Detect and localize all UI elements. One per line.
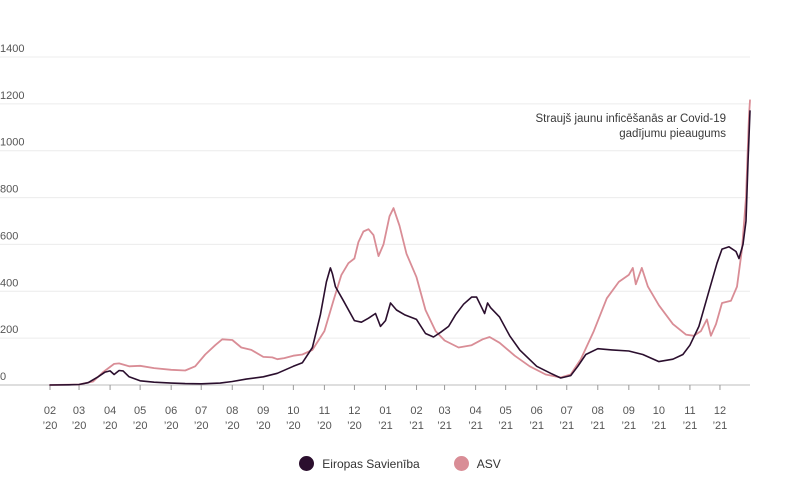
y-tick-label: 0: [0, 371, 6, 383]
x-tick-month: 10: [653, 405, 665, 417]
x-tick-year: ’20: [43, 420, 58, 432]
x-tick-year: ’21: [713, 420, 728, 432]
x-tick-year: ’20: [225, 420, 240, 432]
x-tick-month: 10: [287, 405, 299, 417]
x-tick-month: 12: [348, 405, 360, 417]
x-tick-year: ’21: [498, 420, 513, 432]
x-tick-year: ’21: [652, 420, 667, 432]
x-tick-month: 05: [500, 405, 512, 417]
x-tick-year: ’21: [529, 420, 544, 432]
legend-item-eu[interactable]: Eiropas Savienība: [299, 456, 420, 471]
x-tick-month: 07: [561, 405, 573, 417]
x-tick-year: ’21: [683, 420, 698, 432]
y-tick-label: 800: [0, 184, 18, 196]
x-tick-year: ’20: [194, 420, 209, 432]
y-tick-label: 400: [0, 277, 18, 289]
x-tick-year: ’21: [559, 420, 574, 432]
x-tick-year: ’20: [133, 420, 148, 432]
x-tick-year: ’21: [378, 420, 393, 432]
x-tick-year: ’20: [256, 420, 271, 432]
x-tick-month: 11: [684, 405, 695, 417]
x-tick-month: 01: [379, 405, 391, 417]
legend-swatch-eu: [299, 456, 315, 471]
x-tick-month: 09: [257, 405, 269, 417]
y-tick-label: 600: [0, 230, 18, 242]
x-axis: 02 ’20 03 ’20 04 ’20 05 ’20 06 ’20 07 ’20 08 ’20 09 ’20…: [43, 385, 728, 432]
x-tick-year: ’20: [72, 420, 87, 432]
annotation-line-2: gadījumu pieaugums: [619, 128, 726, 140]
x-tick-month: 06: [531, 405, 543, 417]
x-tick-month: 07: [195, 405, 207, 417]
legend-label-eu: Eiropas Savienība: [322, 456, 420, 471]
legend-swatch-usa: [453, 456, 469, 471]
x-tick-month: 03: [73, 405, 85, 417]
x-tick-year: ’20: [347, 420, 362, 432]
y-axis-ticks: 0 200 400 600 800 1000 1200 1400: [0, 43, 24, 383]
x-tick-year: ’20: [286, 420, 301, 432]
x-tick-month: 12: [714, 405, 726, 417]
x-tick-year: ’20: [164, 420, 179, 432]
x-tick-year: ’21: [409, 420, 424, 432]
x-tick-month: 04: [469, 405, 481, 417]
x-tick-year: ’21: [437, 420, 452, 432]
y-tick-label: 1400: [0, 43, 24, 55]
x-tick-year: ’20: [317, 420, 332, 432]
x-tick-month: 02: [410, 405, 422, 417]
y-tick-label: 1000: [0, 137, 24, 149]
legend-label-usa: ASV: [476, 456, 501, 471]
x-tick-month: 03: [438, 405, 450, 417]
x-tick-month: 09: [623, 405, 635, 417]
series-line-usa: [49, 99, 751, 386]
series-lines: [49, 99, 751, 386]
series-line-eu: [49, 110, 751, 386]
x-tick-year: ’20: [103, 420, 118, 432]
x-tick-month: 08: [592, 405, 604, 417]
x-tick-month: 08: [226, 405, 238, 417]
x-tick-month: 06: [165, 405, 177, 417]
x-tick-year: ’21: [590, 420, 605, 432]
legend-item-usa[interactable]: ASV: [453, 456, 501, 471]
y-tick-label: 200: [0, 324, 18, 336]
y-tick-label: 1200: [0, 90, 24, 102]
x-tick-month: 05: [134, 405, 146, 417]
x-tick-month: 04: [104, 405, 116, 417]
x-tick-month: 11: [319, 405, 330, 417]
y-gridlines: [0, 56, 750, 386]
annotation-line-1: Straujš jaunu inficēšanās ar Covid-19: [536, 113, 727, 125]
x-tick-year: ’21: [621, 420, 636, 432]
x-tick-month: 02: [44, 405, 56, 417]
x-tick-year: ’21: [468, 420, 483, 432]
legend: Eiropas Savienība ASV: [0, 456, 800, 471]
